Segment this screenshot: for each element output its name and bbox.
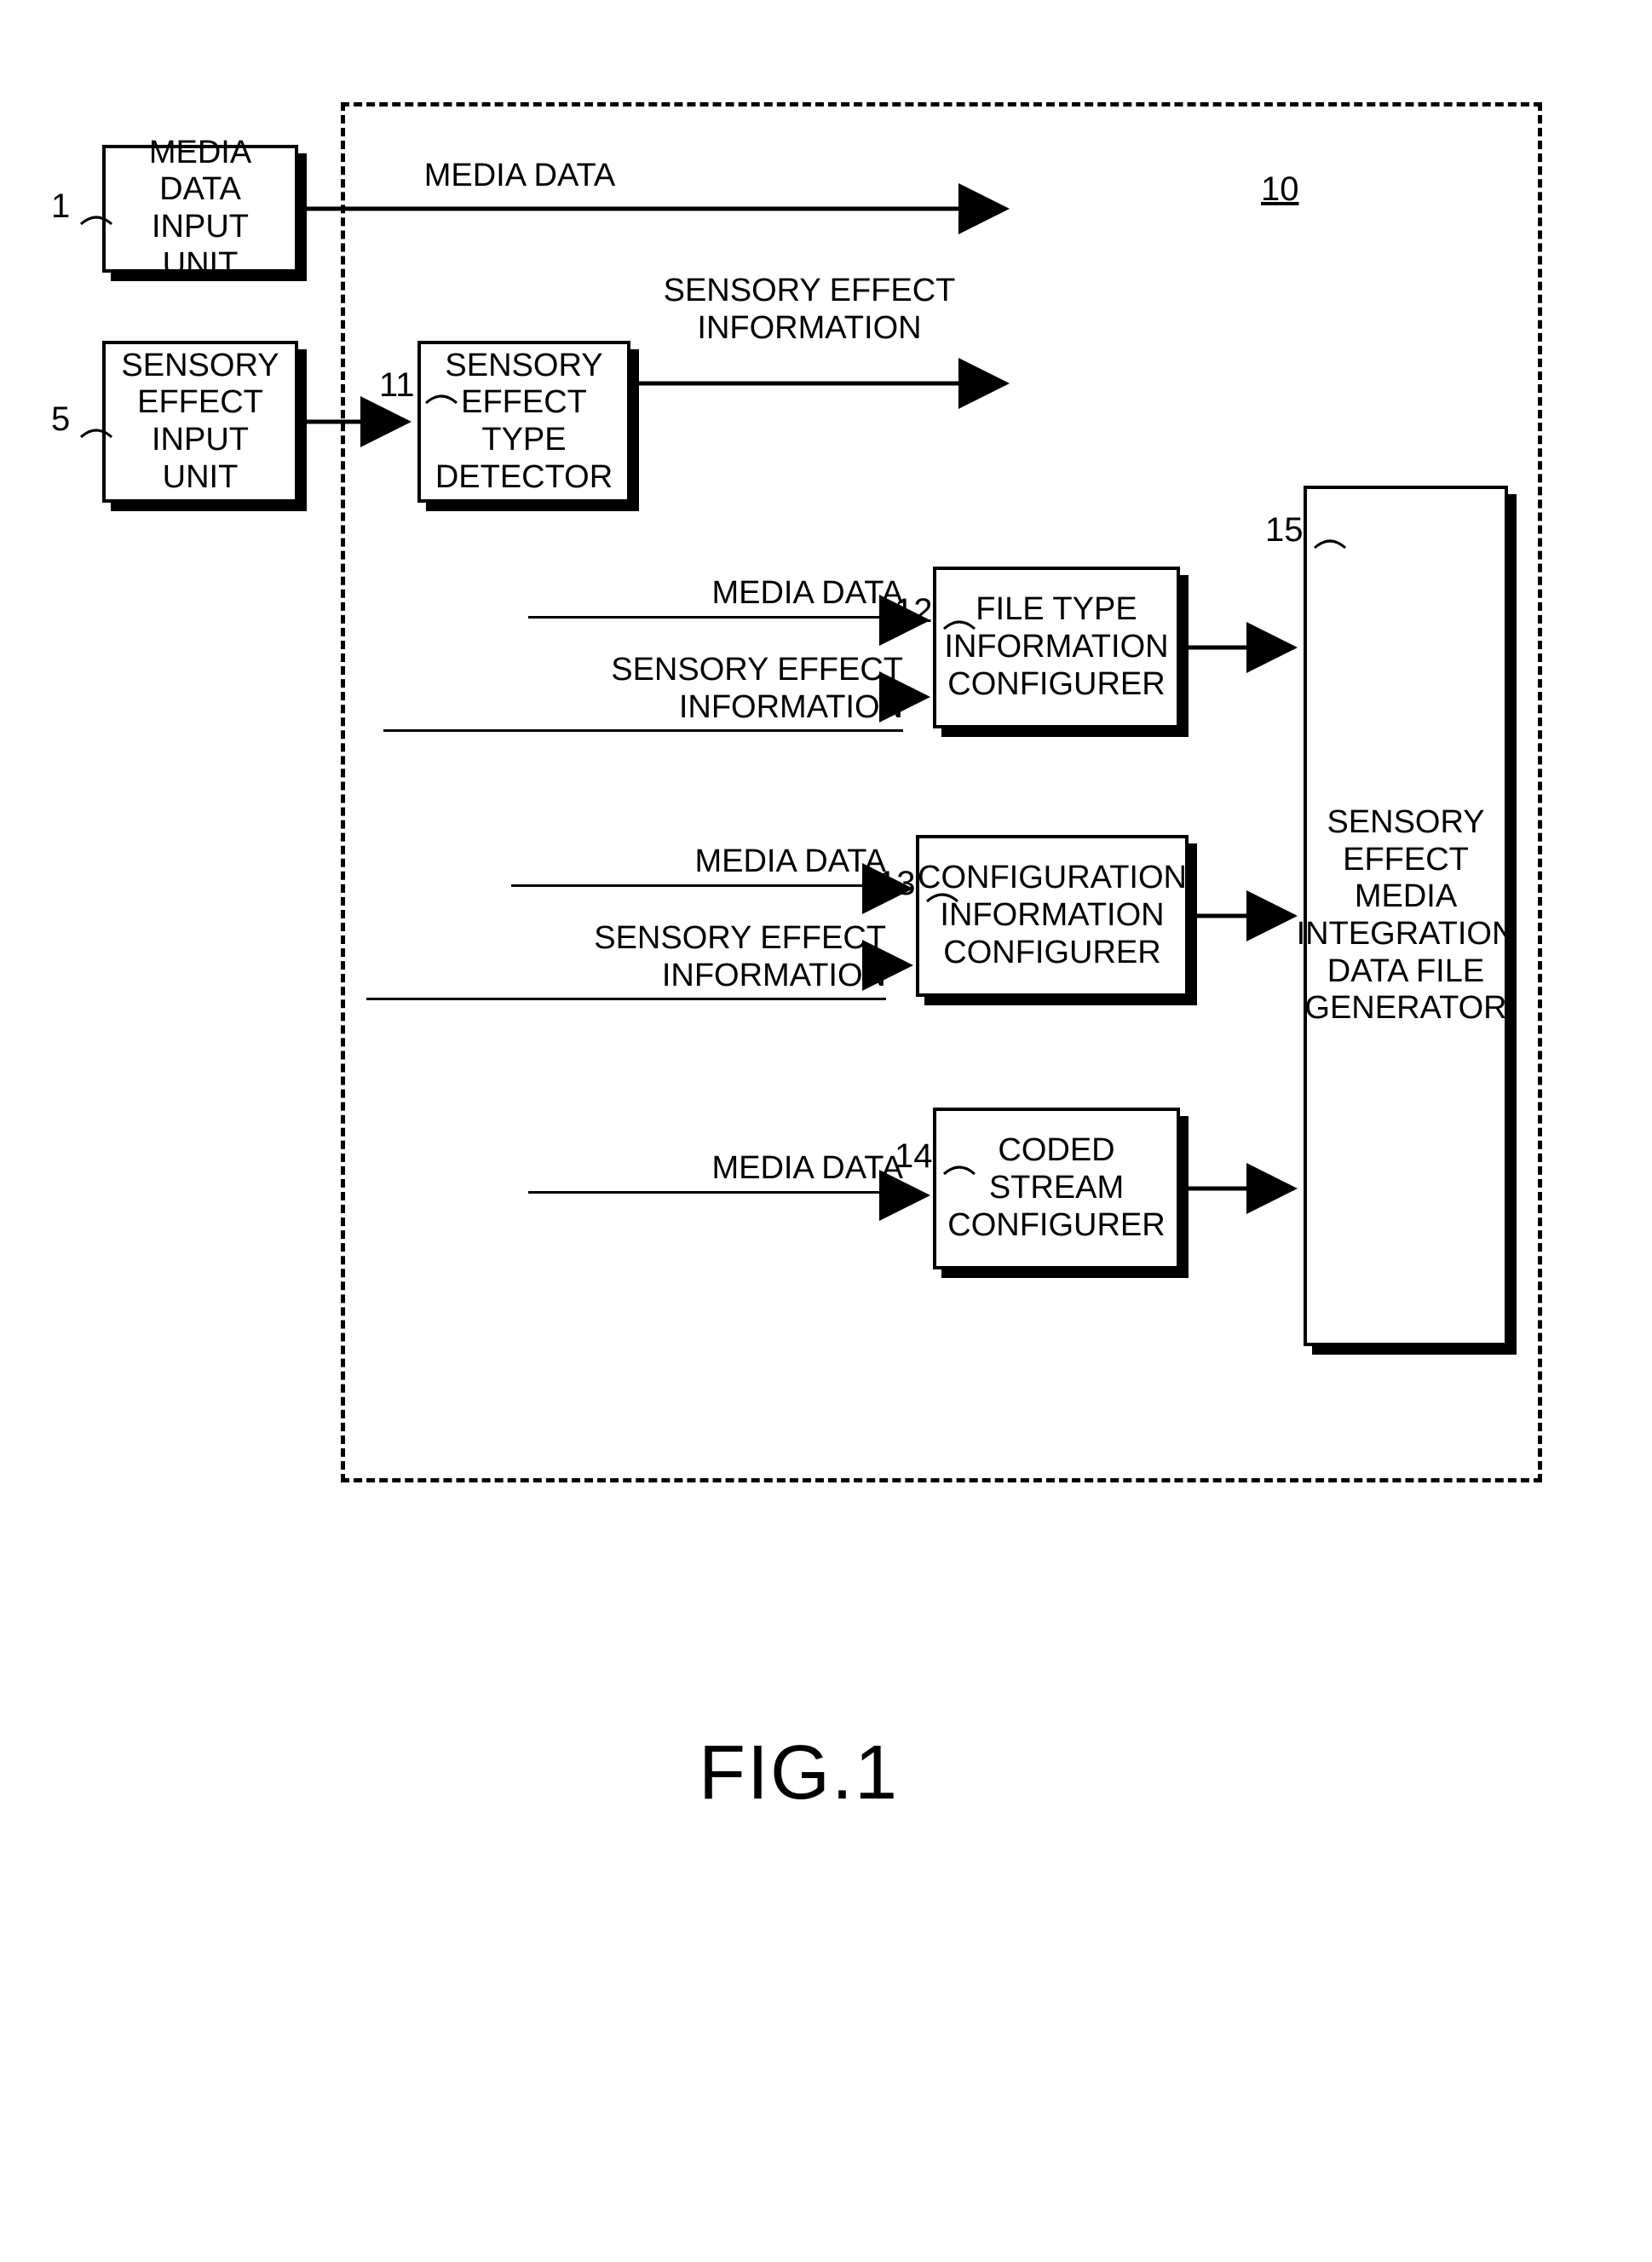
- block-label: MEDIA DATAINPUT UNIT: [112, 135, 288, 284]
- configuration-info-configurer: CONFIGURATIONINFORMATIONCONFIGURER: [916, 835, 1189, 997]
- ref-12: 12: [895, 592, 976, 630]
- label-media-data-top: MEDIA DATA: [392, 158, 648, 195]
- block-label: SENSORYEFFECTMEDIAINTEGRATIONDATA FILEGE…: [1297, 804, 1516, 1027]
- block-label: CODEDSTREAMCONFIGURER: [947, 1132, 1165, 1244]
- ref-1: 1: [51, 187, 113, 226]
- ref-15: 15: [1265, 511, 1347, 550]
- label-media-data-13: MEDIA DATA: [511, 843, 886, 887]
- ref-11: 11: [379, 366, 458, 405]
- ref-13: 13: [878, 865, 959, 903]
- label-sensory-effect-info: SENSORY EFFECTINFORMATION: [648, 273, 971, 347]
- block-label: SENSORYEFFECTINPUT UNIT: [112, 348, 288, 497]
- file-type-info-configurer: FILE TYPEINFORMATIONCONFIGURER: [933, 567, 1180, 728]
- ref-14: 14: [895, 1137, 976, 1176]
- coded-stream-configurer: CODEDSTREAMCONFIGURER: [933, 1108, 1180, 1269]
- label-sei-12: SENSORY EFFECT INFORMATION: [383, 652, 903, 732]
- sensory-effect-type-detector: SENSORYEFFECT TYPEDETECTOR: [417, 341, 630, 503]
- ref-5: 5: [51, 400, 113, 439]
- figure-label: FIG.1: [699, 1730, 899, 1817]
- label-media-data-14: MEDIA DATA: [528, 1150, 903, 1194]
- label-media-data-12: MEDIA DATA: [528, 575, 903, 619]
- label-sei-13: SENSORY EFFECT INFORMATION: [366, 920, 886, 1000]
- media-data-input-unit: MEDIA DATAINPUT UNIT: [102, 145, 298, 273]
- sensory-effect-media-generator: SENSORYEFFECTMEDIAINTEGRATIONDATA FILEGE…: [1304, 486, 1508, 1346]
- ref-10: 10: [1261, 170, 1299, 209]
- sensory-effect-input-unit: SENSORYEFFECTINPUT UNIT: [102, 341, 298, 503]
- block-label: FILE TYPEINFORMATIONCONFIGURER: [944, 591, 1168, 703]
